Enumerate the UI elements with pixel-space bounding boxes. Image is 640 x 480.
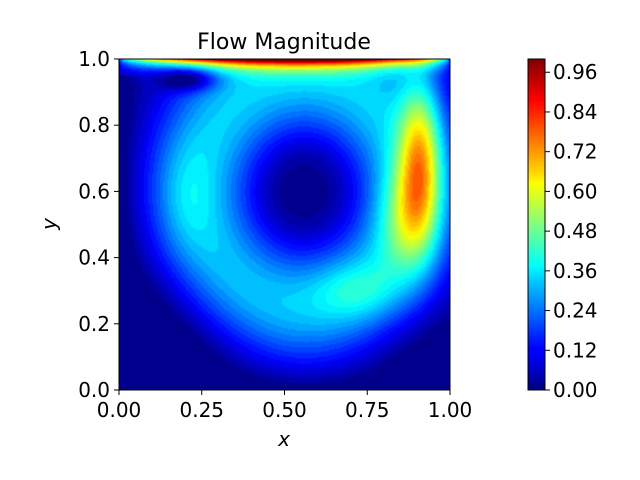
y-tick-label: 0.4 (78, 246, 110, 270)
x-tick-label: 0.00 (97, 398, 142, 422)
x-tick-label: 1.00 (428, 398, 473, 422)
y-tick-label: 0.2 (78, 312, 110, 336)
colorbar-tick-label: 0.24 (553, 299, 598, 323)
heatmap-plot-area (119, 59, 450, 390)
flow-magnitude-field (119, 59, 450, 390)
x-axis-label: x (277, 427, 290, 451)
x-tick-label: 0.75 (345, 398, 390, 422)
colorbar-gradient (528, 59, 545, 390)
colorbar-tick-label: 0.48 (553, 219, 598, 243)
colorbar-ticks: 0.00 0.12 0.24 0.36 0.48 0.60 0.72 0.84 0.96 (545, 60, 598, 402)
chart-title: Flow Magnitude (197, 30, 371, 55)
x-tick-label: 0.25 (179, 398, 224, 422)
y-tick-label: 0.8 (78, 113, 110, 137)
colorbar: 0.00 0.12 0.24 0.36 0.48 0.60 0.72 0.84 0.96 (527, 58, 598, 402)
colorbar-tick-label: 0.84 (553, 100, 598, 124)
colorbar-tick-label: 0.60 (553, 179, 598, 203)
colorbar-tick-label: 0.00 (553, 378, 598, 402)
y-axis-label: y (37, 217, 61, 231)
colorbar-tick-label: 0.36 (553, 259, 598, 283)
y-tick-label: 0.6 (78, 179, 110, 203)
colorbar-tick-label: 0.72 (553, 140, 598, 164)
colorbar-frame (527, 58, 546, 391)
y-axis-ticks: 0.0 0.2 0.4 0.6 0.8 1.0 (78, 47, 119, 402)
x-tick-label: 0.50 (262, 398, 307, 422)
y-tick-label: 1.0 (78, 47, 110, 71)
colorbar-tick-label: 0.12 (553, 338, 598, 362)
y-tick-label: 0.0 (78, 378, 110, 402)
colorbar-tick-label: 0.96 (553, 60, 598, 84)
x-axis-ticks: 0.00 0.25 0.50 0.75 1.00 (97, 390, 473, 422)
